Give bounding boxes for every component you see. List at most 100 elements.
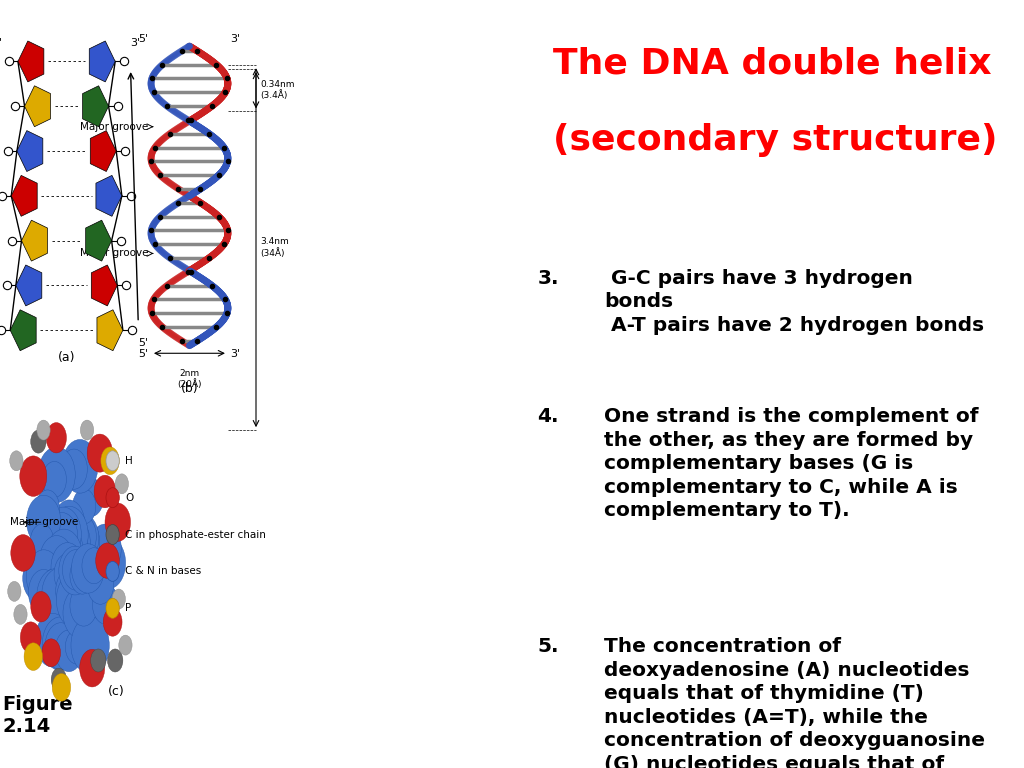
Circle shape [27, 550, 61, 602]
Circle shape [50, 506, 88, 564]
Polygon shape [11, 175, 37, 217]
Polygon shape [10, 310, 36, 351]
Circle shape [42, 462, 67, 498]
Circle shape [37, 568, 74, 625]
Circle shape [29, 569, 59, 615]
Text: H: H [125, 455, 133, 466]
Polygon shape [83, 86, 109, 127]
Circle shape [90, 649, 106, 672]
Circle shape [80, 420, 94, 440]
Circle shape [39, 535, 74, 588]
Circle shape [56, 571, 94, 628]
Text: 3.4nm
(34Å): 3.4nm (34Å) [260, 237, 289, 258]
Circle shape [36, 490, 59, 525]
Circle shape [63, 588, 97, 638]
Polygon shape [96, 175, 122, 217]
Circle shape [46, 529, 82, 584]
Text: (c): (c) [108, 685, 124, 698]
Circle shape [62, 439, 98, 493]
Text: 3': 3' [131, 38, 140, 48]
Circle shape [53, 500, 85, 547]
Circle shape [14, 604, 28, 624]
Text: G-C pairs have 3 hydrogen
bonds
 A-T pairs have 2 hydrogen bonds: G-C pairs have 3 hydrogen bonds A-T pair… [604, 269, 984, 335]
Circle shape [20, 622, 41, 653]
Circle shape [55, 630, 83, 672]
Text: 3': 3' [230, 349, 241, 359]
Text: Figure
2.14: Figure 2.14 [2, 695, 73, 736]
Circle shape [106, 525, 119, 545]
Text: Major groove: Major groove [10, 517, 79, 528]
Circle shape [106, 561, 119, 581]
Circle shape [113, 589, 126, 609]
Text: 5': 5' [138, 35, 148, 45]
Circle shape [8, 581, 22, 601]
Circle shape [60, 449, 87, 489]
Circle shape [95, 543, 120, 578]
Circle shape [57, 517, 88, 563]
Circle shape [56, 528, 95, 585]
Circle shape [103, 608, 122, 636]
Circle shape [106, 488, 119, 508]
Text: (secondary structure): (secondary structure) [553, 123, 997, 157]
Text: The DNA double helix: The DNA double helix [553, 46, 991, 80]
Circle shape [46, 422, 67, 453]
Polygon shape [22, 220, 47, 261]
Circle shape [19, 456, 47, 496]
Circle shape [69, 519, 99, 566]
Polygon shape [90, 131, 117, 171]
Text: P: P [125, 603, 131, 614]
Text: C & N in bases: C & N in bases [125, 566, 201, 577]
Text: (b): (b) [180, 382, 199, 395]
Circle shape [68, 515, 96, 558]
Circle shape [31, 509, 56, 548]
Circle shape [52, 674, 71, 701]
Circle shape [10, 451, 24, 471]
Text: 3': 3' [230, 35, 241, 45]
Circle shape [44, 568, 67, 602]
Circle shape [78, 478, 103, 517]
Circle shape [92, 584, 119, 624]
Circle shape [56, 517, 90, 568]
Circle shape [72, 544, 104, 593]
Circle shape [31, 591, 51, 622]
Circle shape [94, 475, 116, 508]
Polygon shape [97, 310, 123, 351]
Text: Minor groove: Minor groove [80, 248, 148, 259]
Circle shape [101, 447, 119, 475]
Circle shape [62, 550, 89, 590]
Circle shape [87, 564, 114, 604]
Text: The concentration of
deoxyadenosine (A) nucleotides
equals that of thymidine (T): The concentration of deoxyadenosine (A) … [604, 637, 985, 768]
Circle shape [67, 514, 99, 562]
Text: O: O [125, 492, 133, 503]
Circle shape [31, 430, 46, 453]
Circle shape [25, 643, 43, 670]
Circle shape [69, 527, 94, 565]
Circle shape [119, 635, 132, 655]
Polygon shape [91, 265, 117, 306]
Circle shape [73, 489, 96, 524]
Polygon shape [15, 265, 42, 306]
Circle shape [62, 588, 88, 627]
Circle shape [89, 524, 121, 573]
Circle shape [11, 535, 35, 571]
Polygon shape [86, 220, 112, 261]
Polygon shape [18, 41, 44, 82]
Circle shape [55, 528, 83, 570]
Circle shape [42, 568, 77, 621]
Circle shape [30, 524, 54, 560]
Circle shape [106, 598, 119, 618]
Text: One strand is the complement of
the other, as they are formed by
complementary b: One strand is the complement of the othe… [604, 407, 979, 520]
Circle shape [42, 639, 60, 667]
Circle shape [58, 546, 91, 595]
Circle shape [66, 630, 88, 664]
Circle shape [106, 451, 119, 471]
Circle shape [70, 557, 95, 594]
Circle shape [35, 614, 71, 667]
Polygon shape [16, 131, 43, 171]
Text: 5': 5' [138, 338, 148, 348]
Circle shape [91, 537, 126, 589]
Text: Major groove: Major groove [80, 121, 148, 132]
Circle shape [71, 617, 110, 674]
Text: 5': 5' [138, 349, 148, 359]
Circle shape [45, 541, 69, 577]
